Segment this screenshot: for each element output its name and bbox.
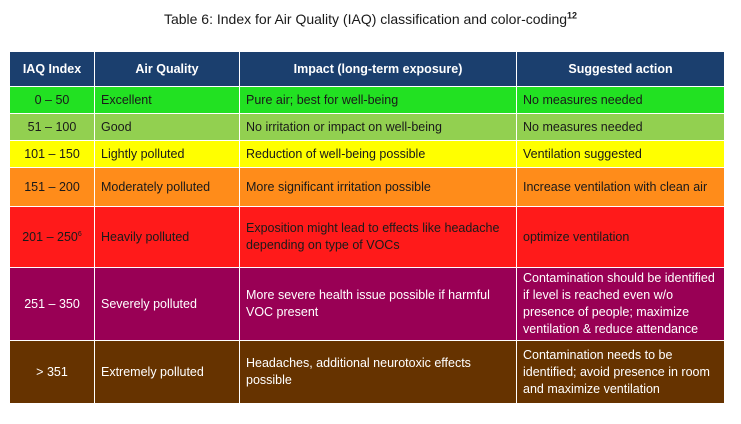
air-quality-cell: Lightly polluted	[94, 140, 240, 168]
iaq-index-cell: 151 – 200	[9, 167, 95, 207]
action-cell: No measures needed	[516, 86, 725, 114]
impact-cell: No irritation or impact on well-being	[239, 113, 517, 141]
table-row: 101 – 150 Lightly polluted Reduction of …	[9, 140, 725, 168]
impact-cell: Pure air; best for well-being	[239, 86, 517, 114]
index-footnote: 6	[77, 230, 82, 238]
caption-footnote: 12	[567, 10, 578, 21]
action-cell: Increase ventilation with clean air	[516, 167, 725, 207]
iaq-index-cell: 51 – 100	[9, 113, 95, 141]
table-row: 151 – 200 Moderately polluted More signi…	[9, 167, 725, 207]
impact-cell: More significant irritation possible	[239, 167, 517, 207]
table-caption: Table 6: Index for Air Quality (IAQ) cla…	[0, 11, 741, 27]
iaq-index-cell: 0 – 50	[9, 86, 95, 114]
air-quality-cell: Moderately polluted	[94, 167, 240, 207]
action-cell: Ventilation suggested	[516, 140, 725, 168]
air-quality-cell: Good	[94, 113, 240, 141]
header-row: IAQ Index Air Quality Impact (long-term …	[9, 51, 725, 87]
air-quality-cell: Severely polluted	[94, 267, 240, 341]
air-quality-cell: Extremely polluted	[94, 340, 240, 404]
impact-cell: More severe health issue possible if har…	[239, 267, 517, 341]
iaq-table: IAQ Index Air Quality Impact (long-term …	[9, 51, 725, 404]
table-row: 51 – 100 Good No irritation or impact on…	[9, 113, 725, 141]
iaq-index-value: 201 – 250	[22, 229, 78, 244]
iaq-index-cell: 101 – 150	[9, 140, 95, 168]
air-quality-cell: Heavily polluted	[94, 206, 240, 268]
table-row: 201 – 2506 Heavily polluted Exposition m…	[9, 206, 725, 268]
iaq-index-cell: 201 – 2506	[9, 206, 95, 268]
iaq-index-cell: > 351	[9, 340, 95, 404]
air-quality-cell: Excellent	[94, 86, 240, 114]
header-air-quality: Air Quality	[94, 51, 240, 87]
header-impact: Impact (long-term exposure)	[239, 51, 517, 87]
table-row: 251 – 350 Severely polluted More severe …	[9, 267, 725, 341]
iaq-index-cell: 251 – 350	[9, 267, 95, 341]
table-row: > 351 Extremely polluted Headaches, addi…	[9, 340, 725, 404]
action-cell: optimize ventilation	[516, 206, 725, 268]
header-iaq-index: IAQ Index	[9, 51, 95, 87]
action-cell: No measures needed	[516, 113, 725, 141]
impact-cell: Headaches, additional neurotoxic effects…	[239, 340, 517, 404]
header-suggested-action: Suggested action	[516, 51, 725, 87]
impact-cell: Reduction of well-being possible	[239, 140, 517, 168]
impact-cell: Exposition might lead to effects like he…	[239, 206, 517, 268]
table-row: 0 – 50 Excellent Pure air; best for well…	[9, 86, 725, 114]
caption-text: Table 6: Index for Air Quality (IAQ) cla…	[163, 11, 568, 27]
action-cell: Contamination needs to be identified; av…	[516, 340, 725, 404]
action-cell: Contamination should be identified if le…	[516, 267, 725, 341]
